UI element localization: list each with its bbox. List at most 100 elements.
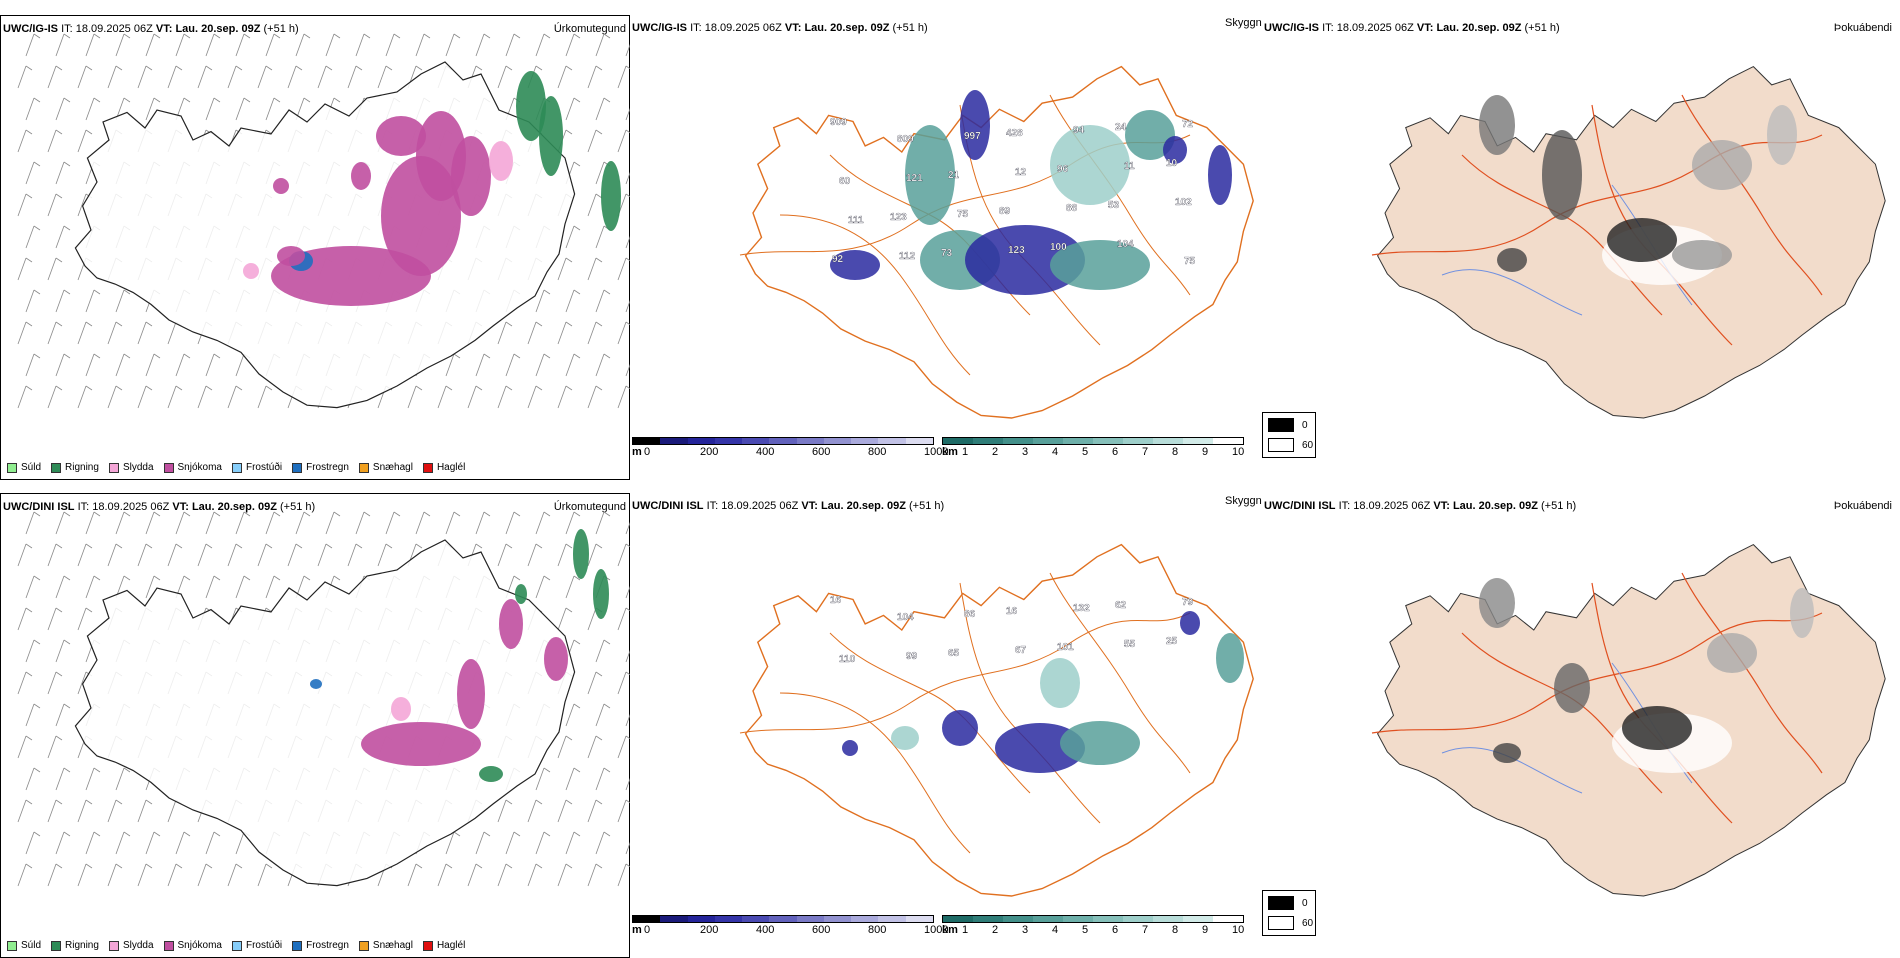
wind-barb: [475, 511, 485, 535]
wind-barb: [317, 65, 327, 89]
precip-legend-item: Súld: [7, 462, 41, 473]
colorbar-tick: 8: [1172, 446, 1179, 458]
wind-barb-flag: [625, 543, 631, 548]
wind-barb-flag: [625, 863, 631, 868]
colorbar-segment: [943, 916, 973, 922]
precip-area: [351, 162, 371, 190]
wind-barb: [17, 671, 27, 695]
wind-barb: [77, 65, 87, 89]
wind-barb: [55, 831, 65, 855]
wind-barb: [557, 321, 567, 345]
wind-barb-flag: [213, 33, 221, 39]
wind-barb: [527, 543, 537, 567]
wind-barb: [287, 543, 297, 567]
vt-label: VT:: [172, 501, 189, 513]
legend-label: Haglél: [436, 940, 466, 951]
wind-barb-flag: [475, 65, 483, 71]
colorbar-tick: 10: [1232, 446, 1245, 458]
wind-barb: [595, 97, 605, 121]
wind-barb-flag: [513, 575, 521, 581]
legend-label: Rigning: [65, 940, 99, 951]
wind-barb-flag: [505, 65, 513, 71]
precip-area: [479, 766, 503, 782]
lead-time: (+51 h): [892, 22, 928, 34]
colorbar-segment: [943, 438, 973, 444]
wind-barb: [257, 543, 267, 567]
wind-barb: [115, 353, 125, 377]
visibility-value: 55: [1124, 639, 1136, 650]
wind-barb-flag: [535, 543, 543, 549]
precip-area: [451, 136, 491, 216]
wind-barb: [557, 385, 567, 409]
wind-barb-flag: [243, 33, 251, 39]
fog-legend: 0 60: [1262, 890, 1316, 936]
vt-label: VT:: [155, 23, 173, 35]
wind-barb: [47, 257, 57, 281]
wind-barb: [197, 65, 207, 89]
wind-barb: [557, 543, 567, 567]
wind-barb-flag: [363, 33, 371, 39]
legend-swatch: [51, 462, 62, 473]
wind-barb-flag: [565, 543, 573, 549]
wind-barb-flag: [25, 129, 33, 135]
wind-barb-flag: [475, 385, 483, 391]
wind-barb-flag: [55, 735, 63, 741]
wind-barb: [77, 193, 87, 217]
legend-swatch: [108, 462, 119, 473]
lead-time: (+51 h): [909, 500, 945, 512]
wind-barb-flag: [573, 289, 581, 295]
wind-barb-flag: [595, 321, 603, 327]
wind-barb: [17, 863, 27, 887]
precip-type-legend: Súld Rigning Slydda Snjókoma Frostúði Frostre…: [7, 940, 465, 951]
wind-barb: [445, 511, 455, 535]
wind-barb-flag: [55, 607, 63, 613]
road-line: [739, 612, 1191, 734]
wind-barb: [325, 511, 335, 535]
legend-label: Snæhagl: [372, 940, 413, 951]
it-value: 18.09.2025 06Z: [1336, 22, 1414, 34]
wind-barb-flag: [423, 33, 431, 39]
wind-barb-flag: [565, 129, 573, 135]
visibility-value: 96: [1057, 164, 1069, 175]
wind-barb-flag: [543, 575, 551, 581]
precip-legend-item: Snjókoma: [163, 462, 222, 473]
wind-barb-flag: [625, 385, 631, 390]
panel-title: Úrkomutegund: [553, 501, 626, 513]
wind-barb-flag: [33, 831, 41, 837]
wind-barb: [145, 575, 155, 599]
wind-barb-flag: [205, 543, 213, 549]
panel-title: Þokuábendi: [1833, 22, 1892, 34]
wind-barb-flag: [85, 129, 93, 135]
wind-barb-flag: [55, 385, 63, 391]
colorbar-tick: 8: [1172, 924, 1179, 936]
precip-area: [515, 584, 527, 604]
wind-barb: [137, 65, 147, 89]
wind-barb-flag: [145, 543, 153, 549]
wind-barb-flag: [93, 353, 101, 359]
wind-barb: [235, 353, 245, 377]
wind-barb: [85, 353, 95, 377]
wind-barb-flag: [573, 511, 581, 517]
precip-legend-item: Frostregn: [292, 940, 349, 951]
wind-barb-flag: [33, 225, 41, 231]
wind-barb: [235, 575, 245, 599]
visibility-value: 10: [1166, 158, 1178, 169]
precip-area: [573, 529, 589, 579]
wind-barb-flag: [295, 65, 303, 71]
wind-barb: [257, 863, 267, 887]
wind-barb-flag: [175, 543, 183, 549]
wind-barb: [317, 543, 327, 567]
precip-legend-item: Haglél: [422, 940, 466, 951]
wind-barb-flag: [543, 511, 551, 517]
legend-label: Snæhagl: [372, 462, 413, 473]
wind-barb: [505, 511, 515, 535]
fog-area: [1707, 633, 1757, 673]
legend-label: Frostregn: [306, 940, 349, 951]
wind-barb-flag: [573, 161, 581, 167]
fog-legend-row: 0: [1268, 418, 1308, 432]
wind-barb: [167, 321, 177, 345]
wind-barb: [325, 33, 335, 57]
wind-barb: [47, 193, 57, 217]
wind-barb: [497, 799, 507, 823]
wind-barb: [107, 65, 117, 89]
